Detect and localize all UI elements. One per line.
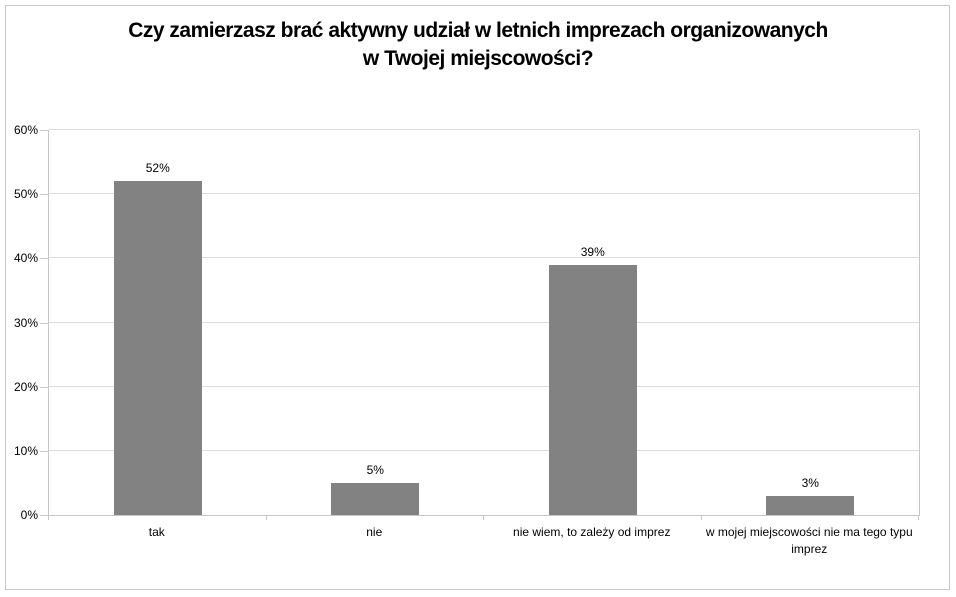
bar-nie-wiem-to-zale-y-od-imprez bbox=[548, 264, 637, 515]
y-tick-label: 10% bbox=[13, 443, 38, 458]
y-tick-label: 0% bbox=[20, 508, 38, 522]
gridline-10% bbox=[49, 449, 919, 451]
x-tick-mark bbox=[918, 515, 919, 520]
x-tick-mark bbox=[483, 515, 484, 520]
bar-value-label: 5% bbox=[366, 462, 384, 477]
y-tick-label: 60% bbox=[13, 123, 38, 137]
bar-value-label: 3% bbox=[801, 475, 819, 490]
x-tick-mark bbox=[265, 515, 267, 520]
y-tick-label: 50% bbox=[13, 187, 38, 202]
y-tick-label: 40% bbox=[13, 251, 38, 266]
gridline-50% bbox=[49, 193, 919, 195]
y-tick-mark bbox=[40, 322, 48, 324]
y-tick-mark bbox=[40, 130, 48, 131]
gridline-20% bbox=[49, 385, 919, 387]
gridline-40% bbox=[49, 257, 919, 259]
y-tick-mark bbox=[40, 258, 48, 260]
x-category-label: nie bbox=[366, 525, 383, 539]
bar-value-label: 52% bbox=[145, 161, 170, 176]
x-category-label: tak bbox=[148, 525, 165, 539]
bar-nie bbox=[331, 482, 420, 515]
gridline-30% bbox=[49, 321, 919, 323]
bar-value-label: 39% bbox=[580, 244, 605, 259]
x-category-label: nie wiem, to zależy od imprez bbox=[513, 525, 671, 539]
chart-frame-border bbox=[5, 5, 950, 590]
bar-w-mojej-miejscowo-ci-nie-ma-tego-typu-imprez bbox=[766, 495, 855, 515]
y-tick-mark bbox=[40, 515, 48, 516]
x-tick-mark bbox=[700, 515, 702, 520]
y-tick-mark bbox=[40, 386, 48, 388]
bar-tak bbox=[113, 181, 202, 515]
chart-title-line-1: Czy zamierzasz brać aktywny udział w let… bbox=[128, 19, 828, 42]
y-tick-mark bbox=[40, 450, 48, 452]
x-category-label: w mojej miejscowości nie ma tego typu im… bbox=[705, 525, 913, 556]
y-tick-label: 20% bbox=[13, 379, 38, 394]
x-tick-mark bbox=[48, 515, 49, 520]
chart-title: Czy zamierzasz brać aktywny udział w let… bbox=[0, 17, 956, 73]
chart-title-line-2: w Twojej miejscowości? bbox=[362, 47, 594, 70]
gridline-60% bbox=[49, 129, 919, 130]
y-tick-mark bbox=[40, 194, 48, 196]
y-tick-label: 30% bbox=[13, 315, 38, 330]
plot-area: 52% 5% 39% 3% bbox=[48, 129, 920, 516]
